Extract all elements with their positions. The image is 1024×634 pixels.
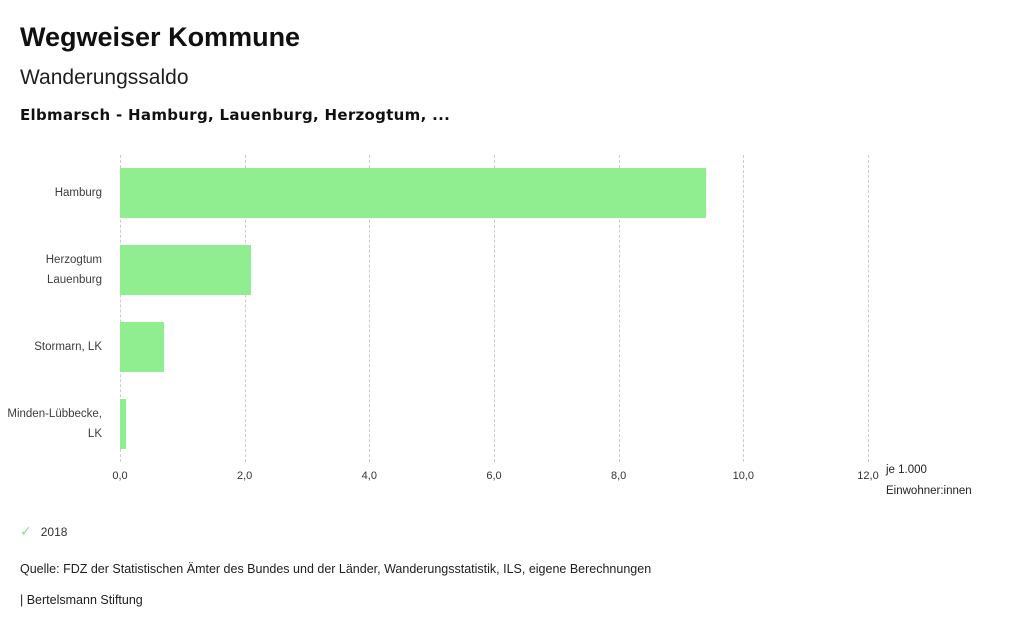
category-label: Minden-Lübbecke, LK <box>7 407 102 440</box>
gridline <box>743 155 745 462</box>
axis-unit-line1: je 1.000 <box>886 464 927 476</box>
page-title: Wegweiser Kommune <box>20 22 301 52</box>
gridline <box>120 155 121 462</box>
bar <box>120 245 251 296</box>
x-axis: 0,0 2,0 4,0 6,0 8,0 10,0 12,0 <box>112 470 878 486</box>
bar <box>120 321 164 372</box>
x-tick-label: 4,0 <box>361 470 377 482</box>
category-label: Stormarn, LK <box>34 340 102 353</box>
chart-title: Elbmarsch - Hamburg, Lauenburg, Herzogtu… <box>20 106 451 124</box>
source-text: Quelle: FDZ der Statistischen Ämter des … <box>20 562 652 576</box>
bar <box>120 398 127 449</box>
gridline <box>618 155 620 462</box>
x-tick-label: 6,0 <box>486 470 502 482</box>
bar-row <box>120 232 868 309</box>
checkmark-icon: ✓ <box>20 523 32 539</box>
bar <box>120 168 706 219</box>
gridline <box>868 155 869 462</box>
brand-text: | Bertelsmann Stiftung <box>20 593 143 607</box>
x-tick-label: 10,0 <box>732 470 755 482</box>
category-label: Hamburg <box>54 187 102 200</box>
x-tick-label: 12,0 <box>857 470 879 482</box>
category-labels: Hamburg Herzogtum Lauenburg Stormarn, LK Mi… <box>0 155 112 462</box>
legend-year-label: 2018 <box>40 524 68 539</box>
bar-rows <box>120 155 868 462</box>
category-label: Herzogtum Lauenburg <box>45 254 102 287</box>
axis-unit-line2: Einwohner:innen <box>886 485 972 497</box>
gridline <box>369 155 371 462</box>
gridline <box>494 155 495 462</box>
bar-row <box>120 309 868 386</box>
axis-unit-label: je 1.000 Einwohner:innen <box>886 460 972 502</box>
bar-row <box>120 155 868 232</box>
x-tick-label: 0,0 <box>112 470 128 482</box>
indicator-title: Wanderungssaldo <box>20 66 189 89</box>
plot-area <box>120 155 869 462</box>
gridline <box>244 155 246 462</box>
legend-item-2018[interactable]: ✓ 2018 <box>20 523 67 540</box>
x-tick-label: 8,0 <box>611 470 627 482</box>
bar-row <box>120 385 868 462</box>
x-tick-label: 2,0 <box>237 470 253 482</box>
